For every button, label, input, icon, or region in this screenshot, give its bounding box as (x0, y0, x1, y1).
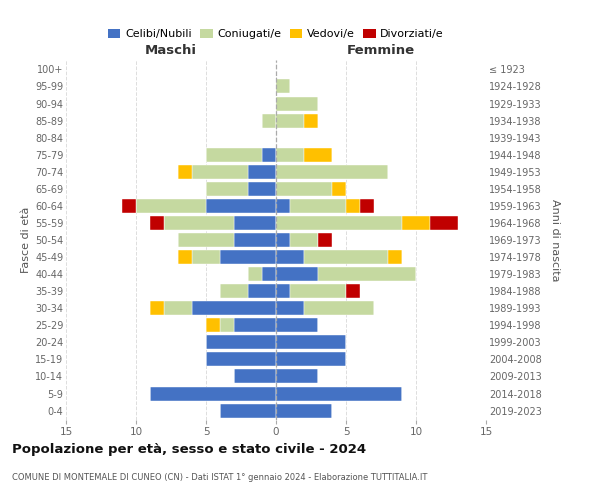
Bar (276, 96, 318, 110)
Bar (206, 182, 248, 196)
Bar (248, 165, 276, 178)
Bar (192, 302, 276, 315)
Legend: Celibi/Nubili, Coniugati/e, Vedovi/e, Divorziati/e: Celibi/Nubili, Coniugati/e, Vedovi/e, Di… (104, 24, 448, 44)
Bar (262, 267, 276, 281)
Y-axis label: Fasce di età: Fasce di età (20, 207, 31, 273)
Bar (388, 250, 402, 264)
Bar (150, 302, 164, 315)
Bar (304, 114, 318, 128)
Bar (276, 199, 290, 213)
Bar (276, 386, 402, 400)
Bar (248, 182, 276, 196)
Bar (276, 284, 290, 298)
Bar (276, 318, 318, 332)
Bar (346, 284, 360, 298)
Bar (360, 199, 374, 213)
Bar (276, 267, 318, 281)
Bar (234, 216, 276, 230)
Bar (248, 284, 276, 298)
Bar (206, 318, 220, 332)
Bar (430, 216, 458, 230)
Bar (192, 165, 248, 178)
Bar (234, 370, 276, 384)
Text: Popolazione per età, sesso e stato civile - 2024: Popolazione per età, sesso e stato civil… (12, 442, 366, 456)
Bar (276, 148, 304, 162)
Bar (318, 267, 416, 281)
Bar (234, 318, 276, 332)
Text: Femmine: Femmine (347, 44, 415, 58)
Bar (276, 80, 290, 94)
Bar (276, 250, 304, 264)
Bar (402, 216, 430, 230)
Bar (206, 352, 276, 366)
Bar (234, 233, 276, 247)
Bar (150, 386, 276, 400)
Bar (276, 404, 332, 417)
Bar (164, 302, 192, 315)
Bar (276, 352, 346, 366)
Text: Maschi: Maschi (145, 44, 197, 58)
Bar (276, 165, 388, 178)
Bar (136, 199, 206, 213)
Bar (178, 233, 234, 247)
Bar (290, 199, 346, 213)
Bar (276, 182, 332, 196)
Bar (220, 404, 276, 417)
Bar (262, 148, 276, 162)
Bar (150, 216, 164, 230)
Bar (220, 284, 248, 298)
Bar (122, 199, 136, 213)
Bar (318, 233, 332, 247)
Bar (346, 199, 360, 213)
Bar (304, 302, 374, 315)
Text: COMUNE DI MONTEMALE DI CUNEO (CN) - Dati ISTAT 1° gennaio 2024 - Elaborazione TU: COMUNE DI MONTEMALE DI CUNEO (CN) - Dati… (12, 472, 427, 482)
Bar (332, 182, 346, 196)
Bar (178, 250, 192, 264)
Bar (206, 199, 276, 213)
Bar (192, 250, 220, 264)
Bar (276, 233, 290, 247)
Bar (220, 318, 234, 332)
Bar (206, 336, 276, 349)
Bar (290, 233, 318, 247)
Bar (304, 250, 388, 264)
Bar (290, 284, 346, 298)
Bar (276, 114, 304, 128)
Bar (276, 216, 402, 230)
Bar (276, 336, 346, 349)
Bar (220, 250, 276, 264)
Bar (262, 114, 276, 128)
Bar (276, 302, 304, 315)
Bar (304, 148, 332, 162)
Bar (248, 267, 262, 281)
Bar (206, 148, 262, 162)
Bar (178, 165, 192, 178)
Bar (276, 370, 318, 384)
Y-axis label: Anni di nascita: Anni di nascita (550, 198, 560, 281)
Bar (164, 216, 234, 230)
